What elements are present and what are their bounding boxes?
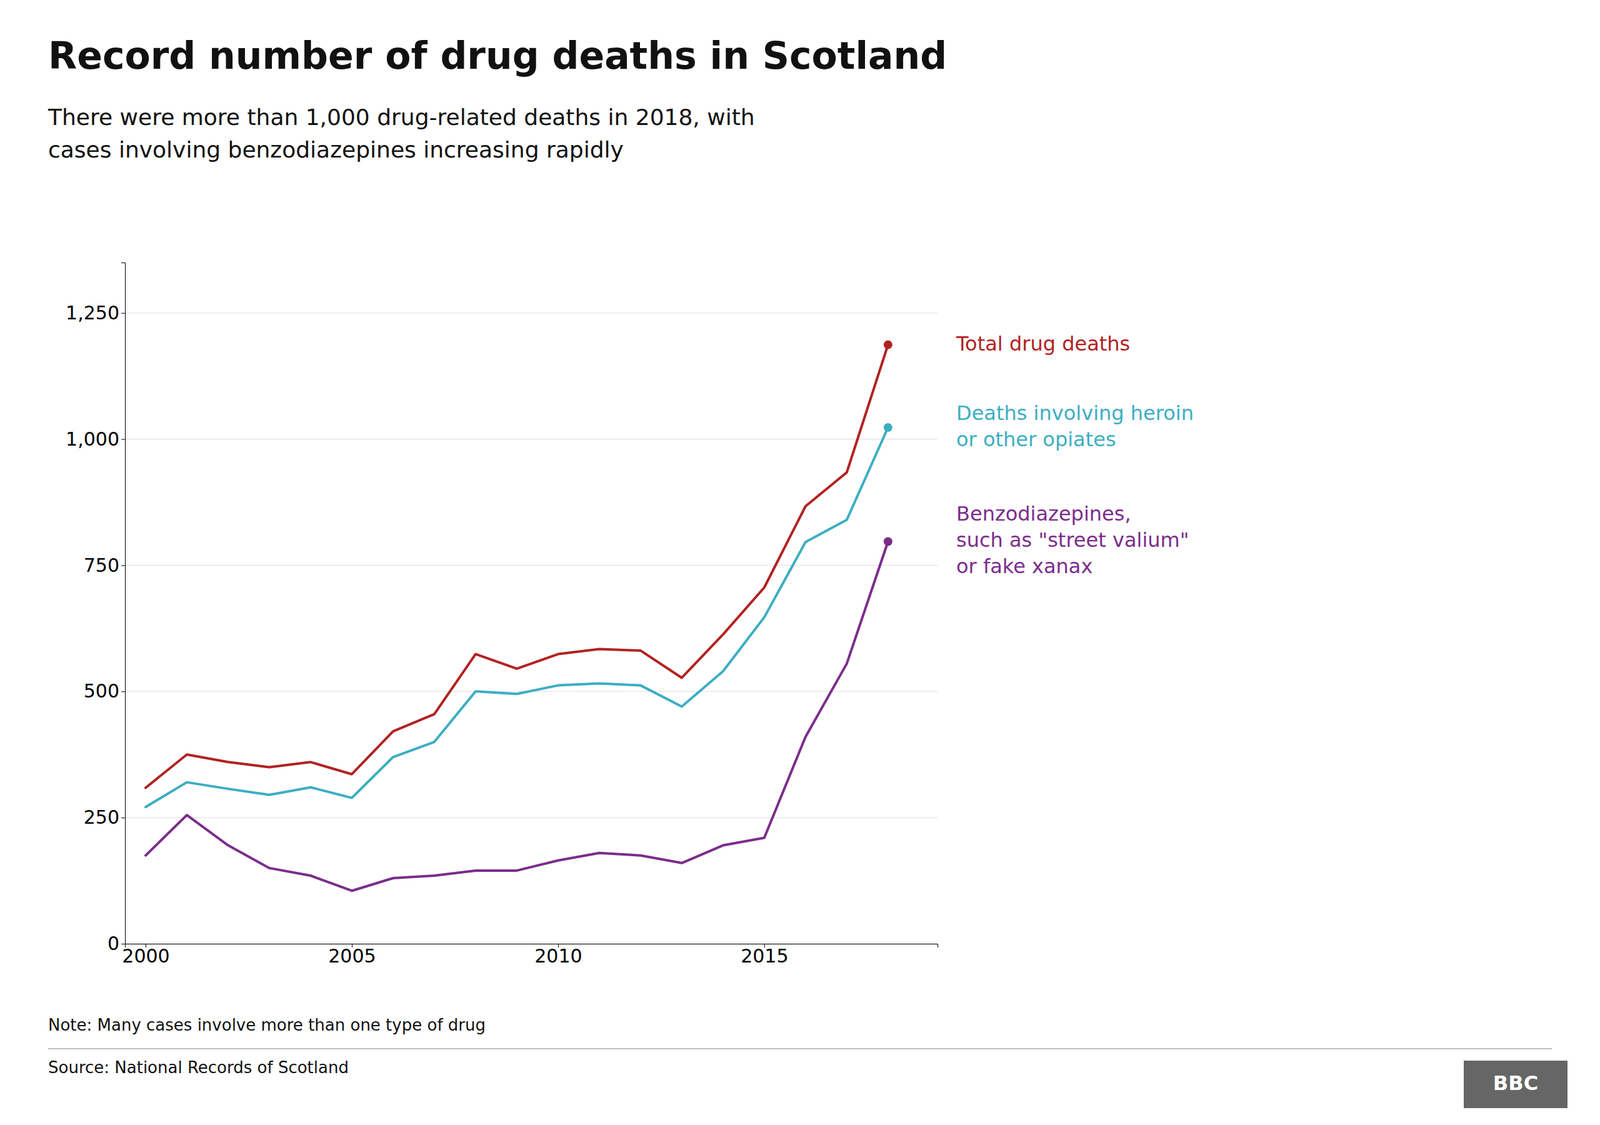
tick-label: 2000 (121, 945, 170, 967)
end-point (883, 423, 893, 432)
x-tick: 2005 (328, 943, 376, 967)
tick-mark (121, 691, 125, 692)
axis-domain (121, 263, 126, 945)
grid-line (125, 817, 938, 819)
tick-mark (121, 565, 125, 566)
line (145, 427, 889, 807)
y-tick: 1,250 (65, 301, 125, 324)
axis-domain (125, 944, 939, 949)
x-axis: 2000 2005 2010 2015 (121, 943, 938, 967)
end-point (883, 340, 893, 350)
y-tick: 0 (107, 932, 125, 955)
plot-area (145, 340, 893, 892)
logo: BBC (1463, 1060, 1568, 1109)
legend-entry: Deaths involving heroinor other opiates (956, 401, 1194, 452)
subtitle: There were more than 1,000 drug-related … (47, 104, 755, 163)
tick-label: 500 (83, 680, 120, 702)
legend-entry: Total drug deaths (955, 331, 1130, 356)
logo-text: BBC (1493, 1071, 1539, 1095)
y-tick: 750 (83, 554, 125, 577)
tick-label: 2010 (534, 945, 582, 967)
y-tick: 1,000 (65, 428, 125, 450)
end-point (883, 536, 893, 546)
grid-line (125, 312, 938, 314)
grid-line (125, 438, 938, 440)
y-tick: 250 (83, 806, 125, 829)
y-tick: 500 (83, 680, 125, 702)
divider (48, 1048, 1552, 1050)
logo-box (1463, 1060, 1568, 1109)
chart: Record number of drug deaths in Scotland… (0, 0, 1600, 1125)
line (145, 345, 889, 789)
legend-entry: Benzodiazepines,such as "street valium"o… (956, 501, 1189, 579)
source: Source: National Records of Scotland (48, 1058, 349, 1077)
tick-mark (121, 313, 125, 314)
tick-label: 250 (83, 806, 120, 829)
grid-line (125, 565, 938, 566)
note: Note: Many cases involve more than one t… (48, 1015, 486, 1035)
tick-label: 0 (107, 932, 120, 955)
grid (125, 313, 938, 944)
tick-mark (121, 439, 125, 440)
tick-label: 1,250 (65, 301, 120, 324)
tick-mark (121, 943, 125, 945)
tick-label: 2005 (328, 945, 376, 967)
title: Record number of drug deaths in Scotland (48, 33, 947, 78)
x-tick: 2000 (121, 943, 170, 967)
legend: Total drug deaths Deaths involving heroin… (955, 331, 1194, 579)
line (145, 541, 889, 891)
x-tick: 2015 (740, 943, 789, 967)
tick-label: 750 (83, 554, 120, 577)
tick-label: 2015 (740, 945, 789, 967)
tick-label: 1,000 (65, 428, 120, 450)
tick-mark (121, 817, 125, 819)
y-axis: 0 250 500 750 1,000 1,250 (65, 263, 125, 955)
x-tick: 2010 (534, 943, 582, 967)
